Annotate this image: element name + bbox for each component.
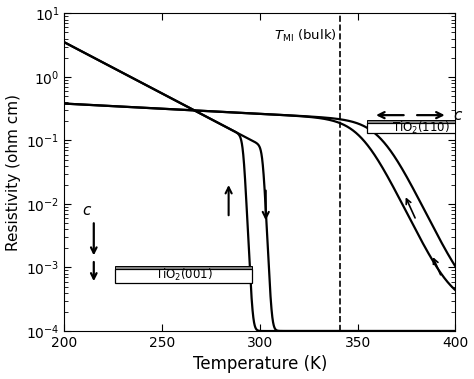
Bar [367,120,474,124]
Bar [367,124,474,133]
Text: $c$: $c$ [82,203,92,218]
Bar [115,266,252,269]
Text: $c$: $c$ [453,108,464,123]
X-axis label: Temperature (K): Temperature (K) [193,356,327,373]
Y-axis label: Resistivity (ohm cm): Resistivity (ohm cm) [6,94,20,251]
Bar [115,269,252,282]
Text: TiO$_2$(001): TiO$_2$(001) [155,267,213,283]
Text: TiO$_2$(110): TiO$_2$(110) [392,120,450,136]
Text: $T_{\rm MI}$ (bulk): $T_{\rm MI}$ (bulk) [274,27,337,44]
